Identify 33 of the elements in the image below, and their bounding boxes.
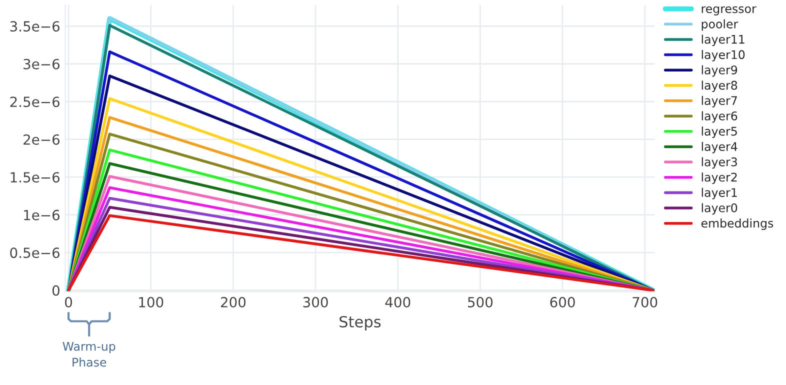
text: Warm-up Phase xyxy=(62,342,116,367)
x-axis-title: Steps xyxy=(340,316,381,330)
y-tick-label: 2.5e−6 xyxy=(10,96,60,108)
legend-label: layer8 xyxy=(702,80,738,92)
legend-label: layer9 xyxy=(702,65,738,77)
x-tick-label: 200 xyxy=(220,296,246,308)
x-tick-label: 600 xyxy=(550,296,575,308)
legend-label: embeddings xyxy=(701,218,774,230)
legend-label: layer10 xyxy=(702,50,745,62)
legend-label: layer0 xyxy=(702,203,738,215)
y-tick-label: 2e−6 xyxy=(24,134,60,145)
legend-label: layer3 xyxy=(702,157,737,169)
x-tick-label: 100 xyxy=(139,296,164,308)
x-tick-label: 700 xyxy=(632,296,658,308)
legend-label: layer1 xyxy=(702,188,737,200)
legend-label: layer4 xyxy=(702,142,738,154)
y-tick-label: 0 xyxy=(52,285,60,296)
y-tick-label: 1e−6 xyxy=(24,210,60,220)
y-tick-label: 0.5e−6 xyxy=(10,248,60,258)
legend-label: pooler xyxy=(702,19,738,31)
y-tick-label: 3.5e−6 xyxy=(10,21,60,32)
legend-label: layer11 xyxy=(702,34,744,46)
x-tick-label: 0 xyxy=(65,296,72,308)
legend-label: regressor xyxy=(702,6,756,16)
y-tick-label: 3e−6 xyxy=(24,58,60,70)
y-tick-label: 1.5e−6 xyxy=(10,172,60,183)
legend-label: layer7 xyxy=(702,96,737,108)
legend-label: layer6 xyxy=(702,111,738,123)
legend-label: layer5 xyxy=(702,126,737,138)
x-tick-label: 300 xyxy=(303,296,328,308)
x-tick-label: 400 xyxy=(385,296,410,308)
legend-label: layer2 xyxy=(702,172,737,184)
x-tick-label: 500 xyxy=(468,296,493,308)
